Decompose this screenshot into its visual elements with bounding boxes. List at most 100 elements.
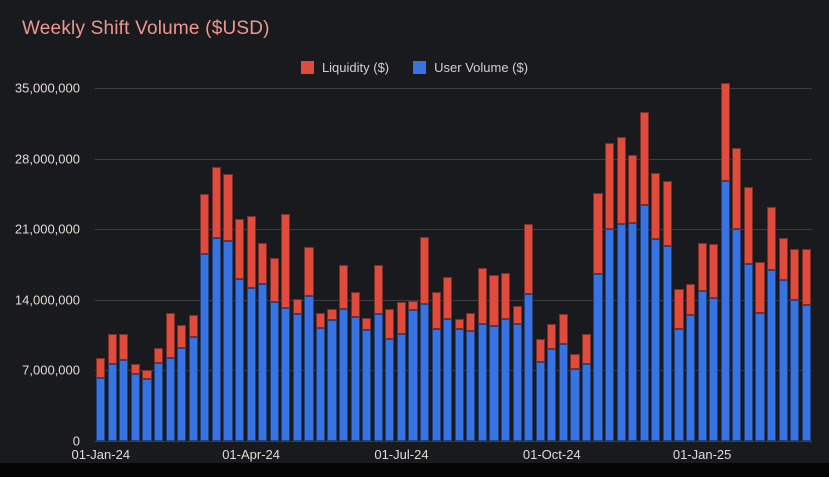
bar-segment-liquidity	[96, 358, 106, 379]
bar-segment-liquidity	[639, 112, 649, 205]
legend-item-liquidity[interactable]: Liquidity ($)	[300, 60, 389, 75]
stacked-bar	[720, 82, 730, 441]
bar-segment-liquidity	[177, 325, 187, 349]
bar-segment-user-volume	[177, 348, 187, 441]
bar-segment-user-volume	[535, 362, 545, 441]
stacked-bar	[119, 334, 129, 441]
bar-segment-user-volume	[766, 269, 777, 441]
stacked-bar	[801, 249, 811, 441]
bar-segment-liquidity	[443, 276, 453, 319]
stacked-bar	[628, 154, 638, 441]
stacked-bar	[327, 308, 337, 441]
bar-segment-user-volume	[130, 374, 141, 441]
bar-segment-liquidity	[385, 308, 395, 340]
bar-segment-user-volume	[454, 329, 464, 441]
bar-segment-user-volume	[408, 309, 418, 441]
bar-segment-liquidity	[188, 314, 198, 338]
bar-segment-liquidity	[107, 334, 117, 365]
bar-segment-user-volume	[477, 324, 487, 441]
stacked-bar	[96, 358, 106, 441]
x-axis-tick-label: 01-Apr-24	[222, 447, 281, 462]
bar-segment-user-volume	[581, 364, 592, 441]
bar-segment-user-volume	[743, 263, 753, 441]
bar-segment-user-volume	[269, 301, 279, 441]
bar-segment-liquidity	[466, 312, 476, 332]
bar-segment-liquidity	[732, 147, 742, 230]
stacked-bar	[396, 301, 407, 441]
stacked-bar	[362, 317, 372, 441]
plot-area: 01-Jan-24 01-Apr-24 01-Jul-24 01-Oct-24 01-J…	[72, 82, 812, 462]
bar-segment-user-volume	[119, 360, 129, 441]
bar-segment-liquidity	[593, 192, 603, 274]
stacked-bar	[778, 238, 788, 441]
stacked-bar	[477, 267, 487, 441]
bar-segment-liquidity	[292, 298, 302, 314]
stacked-bar	[605, 143, 615, 441]
bar-segment-user-volume	[651, 239, 661, 441]
y-axis-tick-label: 35,000,000	[14, 80, 80, 96]
bar-segment-liquidity	[801, 249, 811, 305]
bar-segment-liquidity	[512, 305, 522, 325]
stacked-bar	[558, 313, 568, 441]
stacked-bar	[662, 180, 673, 441]
stacked-bar	[281, 214, 291, 441]
stacked-bar	[639, 112, 649, 441]
stacked-bar	[766, 207, 777, 441]
bar-segment-liquidity	[304, 247, 314, 296]
stacked-bar	[142, 370, 152, 441]
bar-segment-user-volume	[281, 307, 291, 441]
stacked-bar	[385, 308, 395, 441]
legend-item-user-volume[interactable]: User Volume ($)	[413, 60, 528, 75]
x-axis-tick-label: 01-Oct-24	[522, 447, 581, 462]
bar-segment-user-volume	[639, 205, 649, 441]
bar-segment-user-volume	[246, 287, 256, 441]
stacked-bar	[339, 264, 349, 441]
bar-segment-liquidity	[581, 334, 592, 365]
y-gridline	[95, 229, 812, 231]
stacked-bar	[616, 137, 626, 441]
bar-segment-user-volume	[234, 278, 245, 441]
bar-segment-user-volume	[188, 337, 198, 441]
bar-segment-user-volume	[304, 295, 314, 441]
bar-segment-user-volume	[547, 349, 557, 441]
bar-segment-user-volume	[500, 318, 511, 441]
y-gridline	[95, 299, 812, 301]
stacked-bar	[685, 283, 696, 441]
bar-segment-liquidity	[697, 243, 707, 291]
stacked-bar	[743, 186, 753, 441]
bar-segment-liquidity	[362, 317, 372, 331]
bar-segment-user-volume	[258, 283, 268, 441]
bar-segment-liquidity	[720, 82, 730, 181]
stacked-bar	[234, 219, 245, 441]
bar-segment-user-volume	[720, 180, 730, 441]
stacked-bar	[223, 173, 233, 441]
y-axis-tick-label: 28,000,000	[14, 151, 80, 167]
bar-segment-user-volume	[154, 363, 164, 441]
stacked-bar	[489, 274, 499, 441]
y-axis-tick-label: 21,000,000	[14, 221, 80, 237]
bar-segment-liquidity	[743, 186, 753, 264]
bar-segment-user-volume	[431, 329, 441, 441]
bar-segment-liquidity	[396, 301, 407, 335]
bar-segment-user-volume	[211, 238, 221, 441]
bar-segment-liquidity	[685, 283, 696, 315]
bar-segment-user-volume	[489, 326, 499, 441]
y-gridline	[95, 88, 812, 89]
y-axis-tick-label: 7,000,000	[22, 362, 80, 378]
x-axis-tick-label: 01-Jan-25	[672, 447, 732, 462]
bar-segment-liquidity	[570, 354, 580, 370]
bar-segment-liquidity	[165, 312, 175, 359]
bar-segment-liquidity	[269, 258, 279, 302]
bar-segment-liquidity	[489, 274, 499, 327]
stacked-bar	[269, 258, 279, 441]
bar-segment-liquidity	[246, 216, 256, 288]
bar-segment-liquidity	[119, 334, 129, 361]
bar-segment-liquidity	[662, 180, 673, 247]
bar-segment-liquidity	[327, 308, 337, 320]
bar-segment-liquidity	[431, 291, 441, 330]
bar-segment-liquidity	[350, 291, 360, 317]
bar-segment-liquidity	[628, 154, 638, 224]
stacked-bar	[292, 298, 302, 441]
bar-segment-user-volume	[350, 316, 360, 441]
bar-segment-user-volume	[315, 328, 326, 441]
